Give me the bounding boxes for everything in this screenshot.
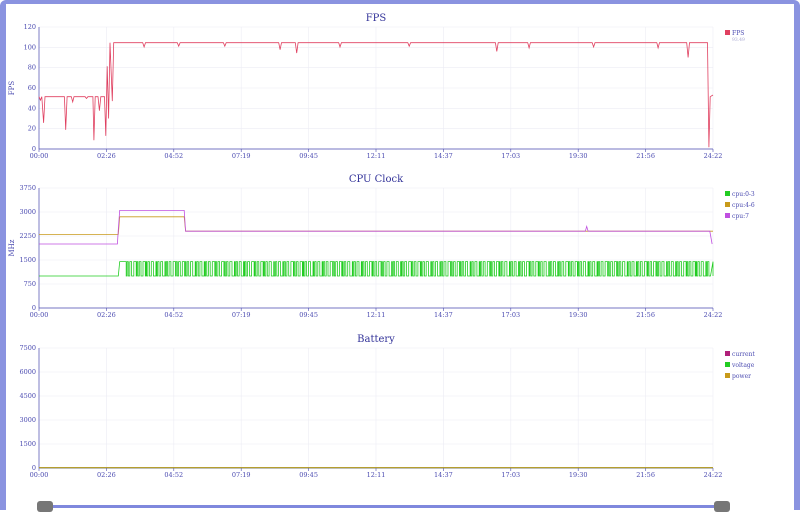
legend-swatch [725, 351, 730, 356]
legend-sublabel: 93.49 [732, 37, 745, 43]
x-tick-label: 00:00 [30, 311, 49, 319]
x-tick-label: 02:26 [97, 152, 116, 160]
legend-swatch [725, 373, 730, 378]
legend-label: FPS [732, 30, 744, 37]
x-tick-label: 07:19 [232, 311, 251, 319]
x-tick-label: 19:30 [569, 311, 588, 319]
y-tick-label: 80 [28, 64, 36, 72]
x-tick-label: 14:37 [434, 152, 453, 160]
y-tick-label: 6000 [19, 368, 36, 376]
x-tick-label: 04:52 [164, 471, 183, 479]
legend-label: power [732, 373, 751, 380]
series-line-FPS [38, 42, 714, 148]
y-tick-label: 60 [28, 84, 36, 92]
x-tick-label: 04:52 [164, 152, 183, 160]
x-tick-label: 12:11 [367, 471, 386, 479]
y-tick-label: 3000 [19, 416, 36, 424]
x-tick-label: 17:03 [501, 152, 520, 160]
legend-swatch [725, 213, 730, 218]
x-tick-label: 19:30 [569, 471, 588, 479]
legend-label: current [732, 351, 755, 358]
x-tick-label: 00:00 [30, 152, 49, 160]
y-tick-label: 120 [24, 23, 36, 31]
chart-0: FPS 0 20 40 60 80 100 120 00:00 02:26 04:52 07:19 09… [8, 13, 745, 160]
x-tick-label: 09:45 [299, 152, 318, 160]
y-tick-label: 1500 [19, 440, 36, 448]
slider-right-handle[interactable] [714, 501, 730, 512]
legend-label: voltage [731, 362, 755, 369]
x-tick-label: 04:52 [164, 311, 183, 319]
x-tick-label: 24:22 [704, 471, 723, 479]
x-tick-label: 24:22 [704, 152, 723, 160]
chart-title: Battery [357, 334, 395, 345]
x-tick-label: 07:19 [232, 152, 251, 160]
y-tick-label: 0 [32, 464, 36, 472]
x-tick-label: 17:03 [501, 471, 520, 479]
legend-swatch [725, 202, 730, 207]
y-tick-label: 0 [32, 304, 36, 312]
x-tick-label: 02:26 [97, 311, 116, 319]
y-axis-label: FPS [8, 81, 16, 96]
chart-title: CPU Clock [349, 174, 404, 185]
y-tick-label: 100 [24, 43, 36, 51]
x-tick-label: 00:00 [30, 471, 49, 479]
x-tick-label: 17:03 [501, 311, 520, 319]
y-tick-label: 0 [32, 145, 36, 153]
legend-swatch [725, 191, 730, 196]
x-tick-label: 21:56 [636, 152, 655, 160]
slider-track[interactable] [43, 505, 724, 508]
legend-swatch [725, 30, 730, 35]
y-tick-label: 7500 [19, 344, 36, 352]
x-tick-label: 21:56 [636, 471, 655, 479]
chart-1: CPU Clock 0 750 1500 2250 3000 3750 00:00 02:26 0… [8, 174, 755, 319]
time-range-slider[interactable] [37, 501, 730, 513]
x-tick-label: 14:37 [434, 311, 453, 319]
y-tick-label: 4500 [19, 392, 36, 400]
x-tick-label: 19:30 [569, 152, 588, 160]
y-tick-label: 2250 [19, 232, 36, 240]
y-tick-label: 3000 [19, 208, 36, 216]
x-tick-label: 14:37 [434, 471, 453, 479]
legend-label: cpu:7 [732, 213, 749, 220]
x-tick-label: 09:45 [299, 471, 318, 479]
slider-left-handle[interactable] [37, 501, 53, 512]
x-tick-label: 12:11 [367, 311, 386, 319]
chart-2: Battery 0 1500 3000 4500 6000 7500 00:00 02:26 04… [19, 334, 755, 479]
series-line-cpu-0-3 [39, 261, 714, 277]
legend-label: cpu:4-6 [732, 202, 755, 209]
x-tick-label: 07:19 [232, 471, 251, 479]
y-tick-label: 3750 [19, 184, 36, 192]
series-line-cpu-7 [39, 210, 713, 245]
x-tick-label: 21:56 [636, 311, 655, 319]
y-tick-label: 20 [28, 125, 36, 133]
y-axis-label: MHz [8, 239, 16, 256]
y-tick-label: 1500 [19, 256, 36, 264]
chart-title: FPS [366, 13, 387, 24]
legend-swatch [725, 362, 730, 367]
y-tick-label: 40 [28, 104, 36, 112]
x-tick-label: 24:22 [704, 311, 723, 319]
x-tick-label: 02:26 [97, 471, 116, 479]
x-tick-label: 12:11 [367, 152, 386, 160]
y-tick-label: 750 [24, 280, 36, 288]
x-tick-label: 09:45 [299, 311, 318, 319]
legend-label: cpu:0-3 [732, 191, 755, 198]
